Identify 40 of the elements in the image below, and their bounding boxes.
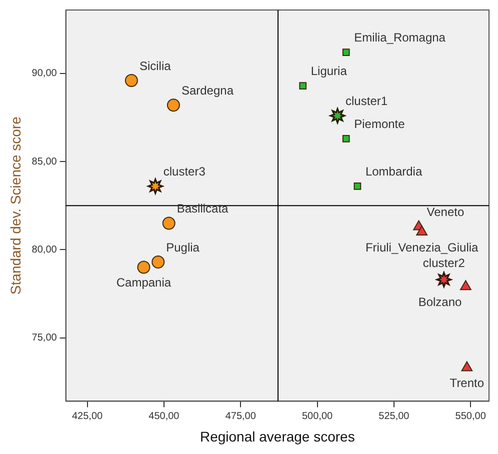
annotation: Emilia_Romagna bbox=[354, 30, 446, 45]
x-tick-label: 425,00 bbox=[72, 410, 104, 422]
annotation: cluster3 bbox=[163, 164, 206, 179]
annotation: Sicilia bbox=[139, 58, 172, 73]
y-tick-label: 90,00 bbox=[32, 68, 58, 80]
annotation: cluster1 bbox=[346, 94, 388, 108]
point bbox=[137, 260, 150, 274]
annotation: Puglia bbox=[166, 240, 200, 254]
annotation: cluster2 bbox=[422, 256, 466, 270]
annotation: Friuli_Venezia_Giulia bbox=[365, 240, 479, 254]
annotation: Trento bbox=[450, 376, 484, 390]
point bbox=[461, 361, 473, 372]
annotation: Bolzano bbox=[418, 294, 462, 309]
point bbox=[166, 98, 180, 112]
annotation: Veneto bbox=[426, 205, 464, 220]
annotation: Liguria bbox=[310, 64, 348, 78]
y-tick-label: 85,00 bbox=[32, 156, 58, 168]
x-tick-label: 475,00 bbox=[225, 410, 256, 422]
point bbox=[124, 74, 138, 87]
x-tick-label: 500,00 bbox=[302, 410, 334, 422]
y-axis-title: Standard dev. Science score bbox=[7, 116, 24, 295]
point bbox=[162, 216, 176, 230]
annotation: Lombardia bbox=[365, 164, 422, 179]
annotation: Piemonte bbox=[354, 116, 406, 131]
y-tick-label: 75,00 bbox=[32, 332, 58, 344]
x-tick-label: 525,00 bbox=[378, 410, 410, 422]
x-tick-label: 550,00 bbox=[455, 410, 486, 422]
annotation: Basilicata bbox=[176, 202, 229, 216]
point bbox=[342, 134, 350, 142]
point bbox=[152, 255, 165, 268]
x-axis-title: Regional average scores bbox=[200, 428, 355, 444]
x-tick-label: 450,00 bbox=[148, 410, 180, 422]
annotation: Sardegna bbox=[181, 83, 234, 98]
y-tick-label: 80,00 bbox=[32, 244, 58, 256]
point bbox=[354, 182, 362, 190]
point bbox=[342, 48, 350, 56]
point bbox=[460, 280, 472, 290]
point bbox=[299, 82, 307, 90]
annotation: Campania bbox=[116, 276, 172, 290]
point bbox=[416, 226, 428, 236]
